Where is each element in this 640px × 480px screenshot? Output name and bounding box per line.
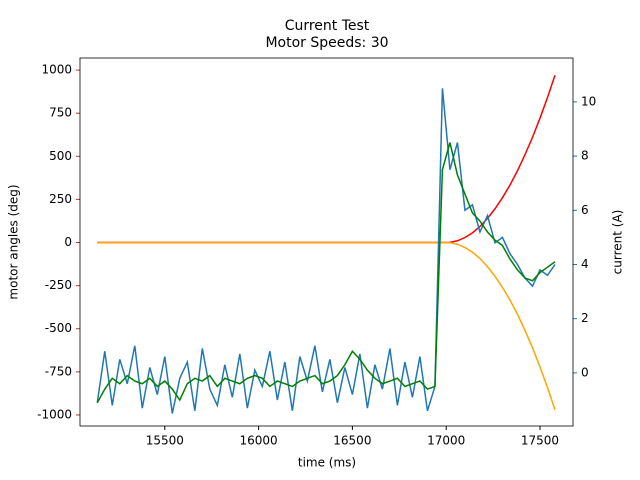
x-tick-label: 15500 — [146, 434, 184, 448]
chart-subtitle: Motor Speeds: 30 — [265, 35, 388, 51]
y-tick-label: -1000 — [37, 407, 72, 421]
x-tick-label: 17000 — [427, 434, 465, 448]
y-tick-label: 500 — [49, 149, 72, 163]
y2-tick-label: 6 — [581, 203, 589, 217]
y-tick-label: -250 — [45, 278, 72, 292]
y2-tick-label: 8 — [581, 149, 589, 163]
y-axis-label: motor angles (deg) — [7, 184, 21, 299]
y2-tick-label: 4 — [581, 257, 589, 271]
x-axis-label: time (ms) — [298, 456, 356, 470]
y2-tick-label: 0 — [581, 365, 589, 379]
y-tick-label: 1000 — [41, 63, 72, 77]
y-tick-label: 250 — [49, 192, 72, 206]
x-tick-label: 16000 — [239, 434, 277, 448]
series-line — [96, 88, 556, 414]
y2-tick-label: 10 — [581, 94, 596, 108]
series-line — [96, 142, 556, 404]
y2-tick-label: 2 — [581, 311, 589, 325]
y-tick-label: 750 — [49, 106, 72, 120]
y2-axis-label: current (A) — [611, 210, 625, 275]
x-tick-label: 16500 — [333, 434, 371, 448]
plot-frame — [79, 57, 574, 427]
x-tick-label: 17500 — [521, 434, 559, 448]
series-line — [97, 241, 556, 411]
chart-title: Current Test — [285, 18, 370, 34]
y-tick-label: -500 — [45, 321, 72, 335]
y-tick-label: 0 — [64, 235, 72, 249]
y-tick-label: -750 — [45, 364, 72, 378]
